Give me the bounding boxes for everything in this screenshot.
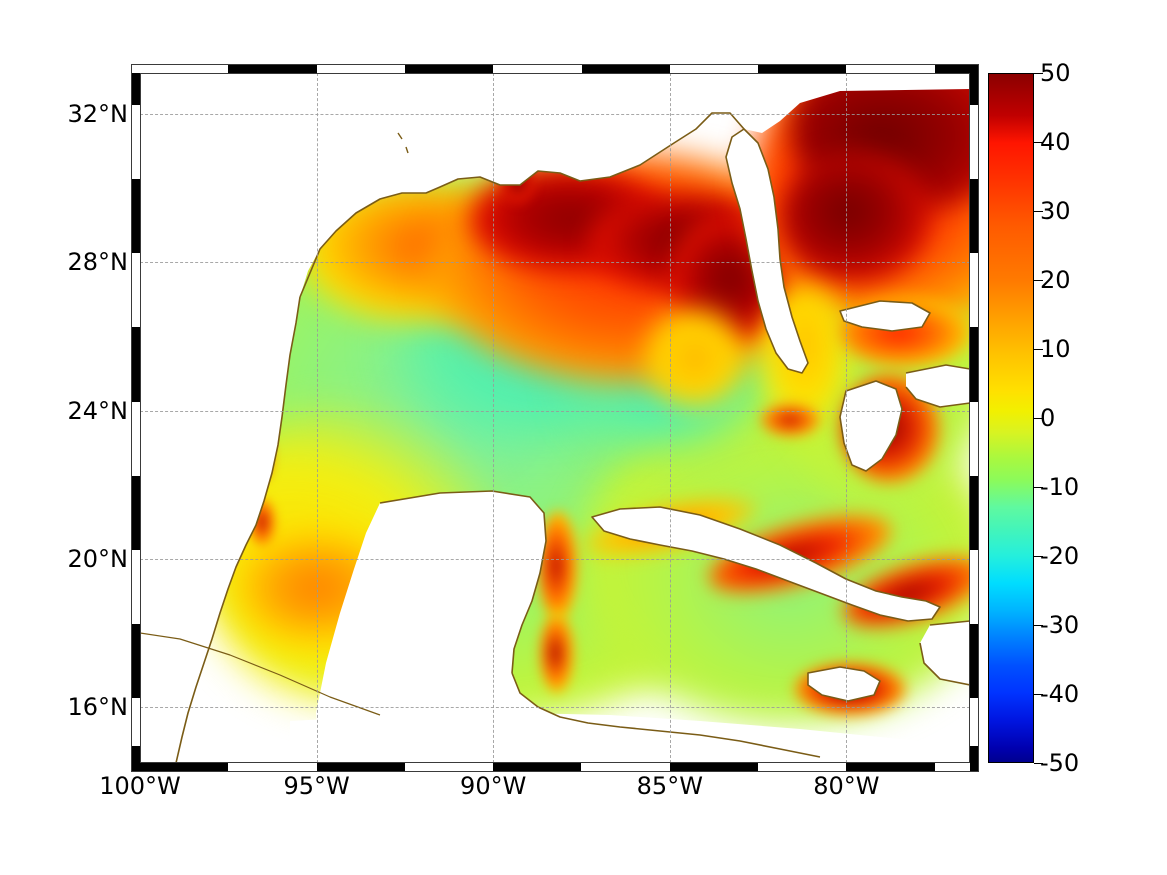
gridline-lon-85 <box>669 73 671 763</box>
colorbar[interactable] <box>988 73 1043 764</box>
colorbar-tick-m20 <box>1034 556 1043 557</box>
gridline-lat-16 <box>140 707 970 709</box>
frame-seg-bottom-4 <box>846 763 935 771</box>
data-hotspot-gulf-stream-core-south <box>780 153 930 283</box>
colorbar-label-50: 50 <box>1040 59 1071 87</box>
frame-seg-left-5 <box>132 746 140 771</box>
frame-seg-top-4 <box>758 65 847 73</box>
frame-seg-top-5 <box>934 65 978 73</box>
colorbar-tick-m10 <box>1034 487 1043 488</box>
colorbar-label-30: 30 <box>1040 197 1071 225</box>
frame-seg-right-1 <box>970 179 978 254</box>
colorbar-tick-10 <box>1034 349 1043 350</box>
frame-seg-top-2 <box>404 65 494 73</box>
gridline-lon-80 <box>846 73 848 763</box>
frame-seg-right-4 <box>970 624 978 699</box>
no-data-south-caribbean <box>290 713 970 763</box>
frame-seg-bottom-0 <box>132 763 229 771</box>
data-hotspot-great-bahama-bank <box>840 373 940 483</box>
colorbar-label-20: 20 <box>1040 266 1071 294</box>
xtick-label-85w: 85°W <box>636 772 703 800</box>
colorbar-gradient <box>988 73 1034 763</box>
colorbar-label-m50: -50 <box>1040 749 1080 777</box>
xtick-label-90w: 90°W <box>460 772 527 800</box>
ytick-label-24n: 24°N <box>67 396 129 425</box>
colorbar-tick-m40 <box>1034 694 1043 695</box>
colorbar-label-40: 40 <box>1040 128 1071 156</box>
frame-seg-right-3 <box>970 475 978 550</box>
no-data-mask-group <box>290 713 970 763</box>
frame-seg-left-2 <box>132 327 140 402</box>
ytick-label-16n: 16°N <box>67 693 129 722</box>
frame-seg-bottom-2 <box>493 763 582 771</box>
data-hotspot-mexico-coast-b <box>246 431 274 483</box>
colorbar-label-m10: -10 <box>1040 473 1080 501</box>
frame-seg-bottom-3 <box>669 763 759 771</box>
colorbar-tick-20 <box>1034 280 1043 281</box>
gridline-lat-28 <box>140 262 970 264</box>
frame-seg-right-2 <box>970 327 978 402</box>
frame-seg-right-0 <box>970 73 978 105</box>
data-hotspot-belize-shelf <box>540 613 574 693</box>
gridline-lat-32 <box>140 113 970 115</box>
ytick-label-28n: 28°N <box>67 248 129 277</box>
colorbar-label-m40: -40 <box>1040 680 1080 708</box>
frame-seg-left-4 <box>132 624 140 699</box>
data-hotspot-little-bahama-bank <box>840 298 970 368</box>
colorbar-label-m30: -30 <box>1040 611 1080 639</box>
gridline-lat-20 <box>140 559 970 560</box>
colorbar-tick-40 <box>1034 142 1043 143</box>
colorbar-tick-30 <box>1034 211 1043 212</box>
colorbar-tick-0 <box>1034 418 1043 419</box>
colorbar-label-0: 0 <box>1040 404 1056 432</box>
gridline-lon-95 <box>316 73 318 763</box>
gridline-lon-90 <box>493 73 495 763</box>
ytick-label-20n: 20°N <box>67 545 129 573</box>
xtick-label-80w: 80°W <box>813 772 880 800</box>
xtick-label-100w: 100°W <box>99 772 181 800</box>
data-hotspot-mississippi-delta <box>500 161 536 205</box>
frame-seg-left-0 <box>132 73 140 105</box>
frame-seg-right-5 <box>970 746 978 771</box>
ytick-label-32n: 32°N <box>67 99 129 128</box>
data-hotspot-mexico-coast-c <box>248 498 276 546</box>
gridline-lat-24 <box>140 410 970 412</box>
colorbar-tick-m30 <box>1034 625 1043 626</box>
colorbar-tick-m50 <box>1034 763 1043 764</box>
data-hotspot-yucatan-east <box>538 511 578 621</box>
frame-seg-left-3 <box>132 475 140 550</box>
frame-seg-bottom-1 <box>316 763 405 771</box>
coast-bermuda-islets <box>397 132 409 154</box>
frame-seg-top-1 <box>228 65 317 73</box>
map-plot-area[interactable] <box>140 73 970 763</box>
frame-seg-top-3 <box>581 65 670 73</box>
data-hotspot-mexico-coast-a <box>236 335 266 381</box>
frame-seg-left-1 <box>132 179 140 254</box>
xtick-label-95w: 95°W <box>283 772 350 800</box>
colorbar-tick-50 <box>1034 73 1043 74</box>
data-hotspot-florida-keys <box>760 403 820 437</box>
data-warm-tongue-west-florida <box>640 303 750 413</box>
colorbar-label-10: 10 <box>1040 335 1071 363</box>
colorbar-label-m20: -20 <box>1040 542 1080 570</box>
